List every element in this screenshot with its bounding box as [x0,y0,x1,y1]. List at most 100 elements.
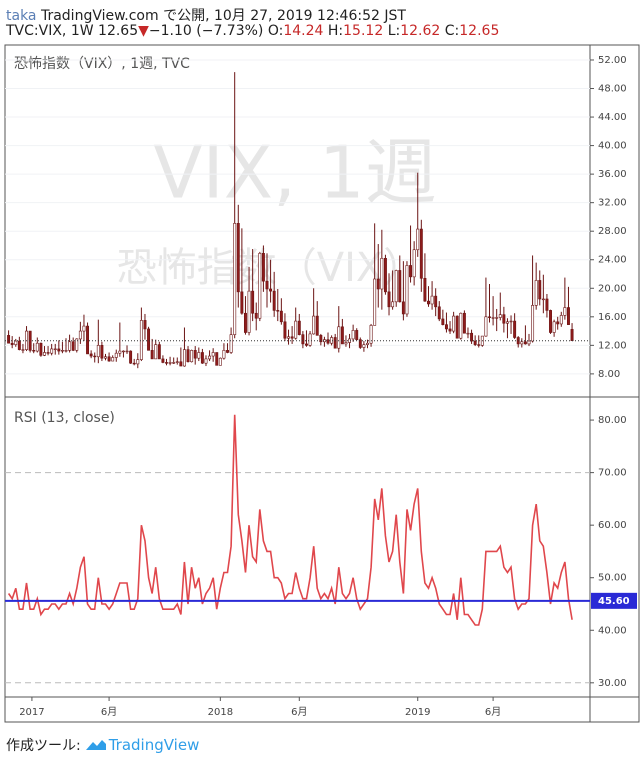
candle-body [161,358,165,363]
candle-body [462,312,466,334]
frame [4,44,640,723]
y-tick-label: 70.00 [598,468,627,479]
candle-body [401,301,405,315]
candle-body [182,349,186,367]
candle-body [222,350,226,359]
footer: 作成ツール: TradingView [6,735,199,755]
level-label-box [591,592,637,609]
candle-body [10,342,14,345]
candle-body [186,349,190,363]
candle-body [93,355,97,358]
candle-body [570,329,574,342]
y-tick-label: 80.00 [598,415,627,426]
author[interactable]: taka [6,8,37,24]
y-tick-label: 36.00 [598,169,627,180]
candle-body [434,295,438,308]
candle-body [197,352,201,359]
y-tick-label: 28.00 [598,226,627,237]
candle-body [179,361,183,367]
candle-body [297,320,301,335]
y-tick-label: 40.00 [598,625,627,636]
candle-body [290,336,294,339]
x-tick-label: 6月 [101,706,117,718]
candle-body [68,341,72,351]
candle-body [125,350,129,353]
x-tick-label: 2018 [208,707,233,718]
candle-body [455,315,459,339]
candle-body [556,321,560,325]
candle-body [430,295,434,305]
candle-body [269,288,273,292]
y-tick-label: 40.00 [598,141,627,152]
candle-body [129,350,133,364]
watermark: 恐怖指数（VIX） [117,245,424,291]
candle-body [312,315,316,335]
candle-body [419,228,423,279]
candle-body [545,298,549,311]
y-tick-label: 24.00 [598,255,627,266]
candle-body [351,330,355,340]
candle-body [17,340,21,350]
candle-body [459,312,463,339]
x-tick-label: 6月 [485,706,501,718]
candle-body [114,352,118,358]
candle-body [498,314,502,318]
candle-body [412,249,416,278]
candle-body [218,357,222,366]
candle-body [559,315,563,325]
candle-body [35,342,39,352]
candle-body [89,353,93,357]
candle-body [71,341,75,351]
candle-body [57,348,61,352]
candle-body [240,291,244,314]
candle-body [491,317,495,319]
candle-body [139,320,143,360]
y-tick-label: 52.00 [598,55,627,66]
candle-body [477,344,481,346]
candle-body [190,350,194,363]
ohlc-label: C: [444,23,460,39]
candle-body [251,290,255,314]
candle-body [409,265,413,278]
candle-body [211,352,215,357]
candle-body [333,337,337,349]
y-tick-label: 32.00 [598,198,627,209]
candle-body [229,334,233,353]
candle-body [132,362,136,365]
last-price: 12.65 [98,23,139,39]
y-tick-label: 12.00 [598,340,627,351]
candle-body [394,270,398,303]
candle-body [315,315,319,336]
y-tick-label: 48.00 [598,84,627,95]
candle-body [168,362,172,364]
candle-body [301,334,305,345]
candle-body [50,348,54,354]
candle-body [509,320,513,323]
candle-body [383,258,387,293]
candle-body [233,223,237,335]
candle-body [136,359,140,365]
candle-body [427,300,430,305]
brand[interactable]: TradingView [108,736,200,754]
candle-body [46,352,50,354]
candle-body [488,316,491,318]
candle-body [563,307,567,316]
x-tick-label: 6月 [291,706,307,718]
candle-body [308,333,312,346]
ohlc-value: 12.65 [459,23,500,39]
candle-body [520,341,524,345]
y-tick-label: 20.00 [598,283,627,294]
candle-body [531,305,535,342]
candle-body [261,253,265,282]
candle-body [118,350,122,354]
candle-body [319,335,323,343]
candle-body [484,316,488,337]
candle-body [566,307,570,325]
candle-body [43,352,46,356]
candle-body [470,332,474,342]
candle-body [423,277,427,302]
candle-body [265,280,269,290]
candle-body [247,290,251,333]
